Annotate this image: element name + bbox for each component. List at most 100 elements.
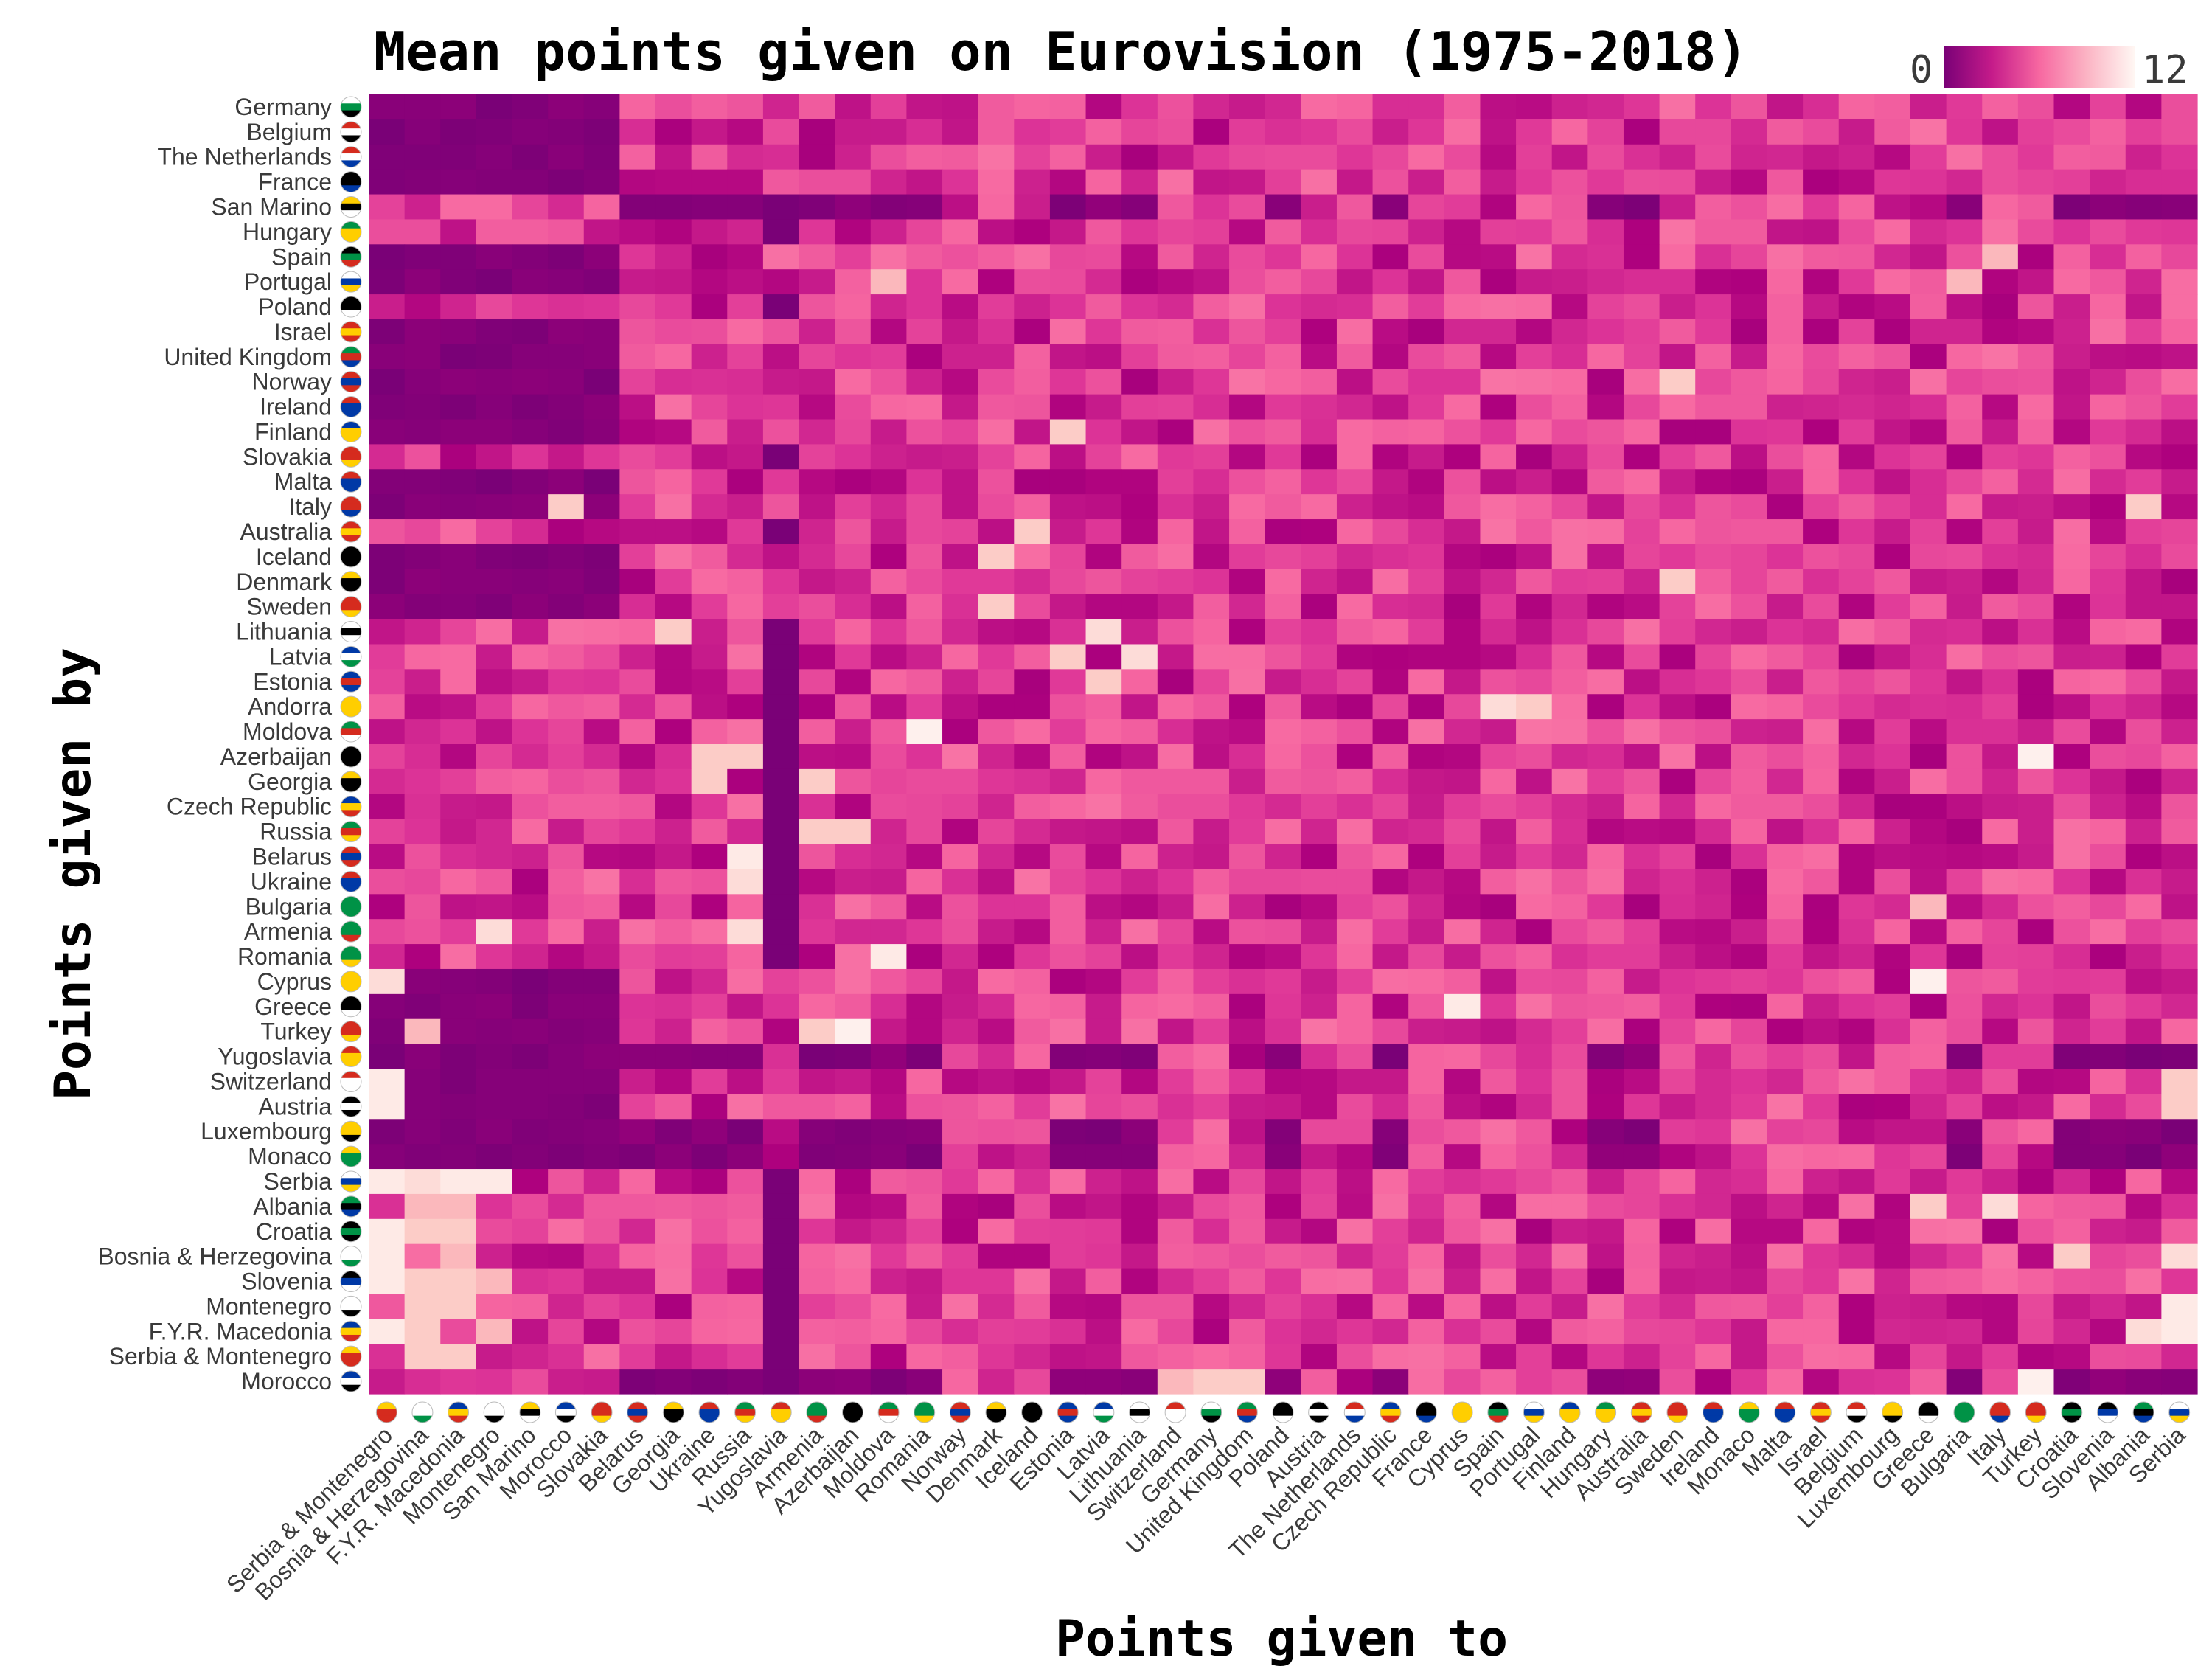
y-tick-label: Serbia & Montenegro (109, 1343, 332, 1370)
heatmap-cell (978, 993, 1015, 1020)
heatmap-cell (1767, 269, 1804, 295)
heatmap-cell (1982, 1294, 2019, 1319)
heatmap-cell (906, 1193, 943, 1220)
heatmap-cell (1229, 744, 1266, 770)
heatmap-cell (1695, 219, 1732, 245)
heatmap-cell (476, 1344, 513, 1370)
heatmap-cell (440, 319, 477, 345)
heatmap-cell (1659, 1369, 1696, 1395)
heatmap-cell (619, 644, 656, 670)
heatmap-cell (1946, 319, 1983, 345)
heatmap-cell (978, 1218, 1015, 1245)
heatmap-cell (1551, 1119, 1588, 1145)
heatmap-cell (1946, 894, 1983, 920)
heatmap-cell (476, 644, 513, 670)
heatmap-cell (1874, 419, 1911, 445)
heatmap-cell (762, 1268, 800, 1295)
heatmap-cell (1408, 1294, 1445, 1319)
heatmap-cell (2090, 1319, 2126, 1344)
y-tick-label: F.Y.R. Macedonia (149, 1318, 333, 1344)
heatmap-cell (1121, 319, 1158, 345)
heatmap-cell (1480, 993, 1517, 1020)
heatmap-cell (1229, 1069, 1266, 1094)
heatmap-cell (870, 394, 908, 420)
heatmap-cell (1803, 244, 1840, 270)
heatmap-cell (1157, 344, 1194, 370)
heatmap-cell (942, 1193, 979, 1220)
heatmap-cell (2053, 94, 2090, 120)
heatmap-cell (1623, 219, 1660, 245)
heatmap-cell (1767, 344, 1804, 370)
heatmap-cell (1910, 119, 1947, 145)
heatmap-cell (1408, 993, 1445, 1020)
heatmap-cell (1049, 1218, 1087, 1245)
heatmap-cell (1767, 319, 1804, 345)
heatmap-cell (655, 1144, 692, 1170)
heatmap-cell (548, 194, 585, 221)
heatmap-cell (906, 1094, 943, 1120)
flag-icon (340, 221, 362, 243)
heatmap-cell (1587, 244, 1624, 270)
heatmap-cell (1372, 319, 1409, 345)
heatmap-cell (727, 544, 764, 570)
heatmap-cell (1946, 669, 1983, 695)
heatmap-cell (2161, 1294, 2198, 1319)
heatmap-cell (1480, 494, 1517, 520)
heatmap-cell (762, 669, 800, 695)
color-legend: 0 12 (1910, 46, 2188, 92)
heatmap-cell (1982, 794, 2019, 820)
heatmap-cell (870, 694, 908, 720)
heatmap-cell (1982, 444, 2019, 470)
heatmap-cell (1336, 768, 1374, 795)
heatmap-cell (369, 968, 406, 995)
heatmap-cell (942, 644, 979, 670)
heatmap-cell (1731, 844, 1768, 870)
heatmap-cell (1659, 619, 1696, 645)
heatmap-cell (799, 844, 835, 870)
heatmap-cell (1372, 444, 1409, 470)
heatmap-cell (1049, 119, 1087, 145)
heatmap-cell (2161, 794, 2198, 820)
flag-icon (1272, 1401, 1294, 1423)
flag-icon (591, 1401, 613, 1423)
heatmap-cell (1229, 1018, 1266, 1045)
flag-icon (1917, 1401, 1939, 1423)
heatmap-cell (799, 719, 835, 745)
heatmap-cell (1587, 1294, 1624, 1319)
heatmap-cell (1874, 644, 1911, 670)
heatmap-cell (762, 819, 800, 845)
heatmap-cell (440, 394, 477, 420)
heatmap-cell (1014, 1144, 1051, 1170)
heatmap-cell (369, 844, 406, 870)
flag-icon (1774, 1401, 1796, 1423)
heatmap-cell (1516, 1294, 1553, 1319)
heatmap-cell (870, 319, 908, 345)
heatmap-cell (2053, 1044, 2090, 1070)
heatmap-cell (1444, 1094, 1481, 1120)
heatmap-cell (1014, 619, 1051, 645)
heatmap-cell (369, 419, 406, 445)
heatmap-cell (1767, 619, 1804, 645)
heatmap-cell (1659, 169, 1696, 195)
heatmap-cell (1372, 993, 1409, 1020)
heatmap-cell (1767, 694, 1804, 720)
heatmap-cell (512, 94, 549, 120)
heatmap-cell (2053, 344, 2090, 370)
heatmap-cell (906, 244, 943, 270)
heatmap-cell (1049, 319, 1087, 345)
flag-icon (448, 1401, 470, 1423)
heatmap-cell (1480, 919, 1517, 945)
heatmap-cell (1014, 968, 1051, 995)
heatmap-cell (2053, 194, 2090, 221)
heatmap-cell (1301, 1218, 1338, 1245)
heatmap-cell (1982, 1193, 2019, 1220)
heatmap-cell (404, 1294, 441, 1319)
heatmap-cell (799, 1243, 835, 1270)
heatmap-cell (1049, 269, 1087, 295)
heatmap-cell (906, 869, 943, 895)
heatmap-cell (762, 944, 800, 970)
heatmap-cell (1551, 1319, 1588, 1344)
heatmap-cell (2017, 1243, 2055, 1270)
heatmap-cell (404, 319, 441, 345)
heatmap-cell (2125, 94, 2162, 120)
